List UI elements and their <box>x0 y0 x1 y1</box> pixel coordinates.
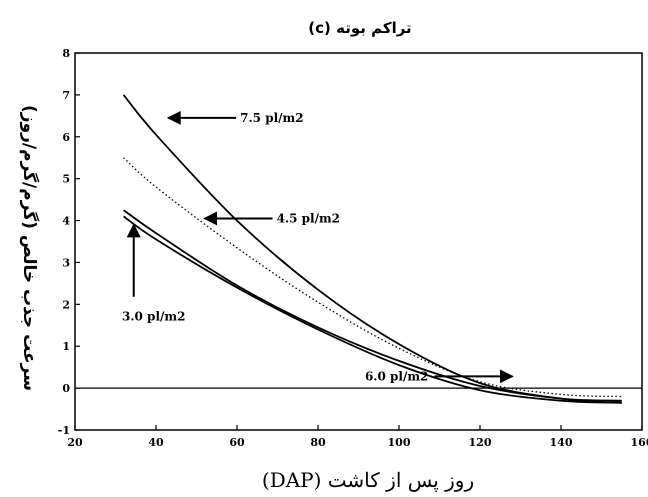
y-tick-label: -1 <box>58 424 70 437</box>
plot-frame <box>74 52 643 431</box>
series-line-3 <box>123 209 622 402</box>
annotation-layer: 7.5 pl/m2 4.5 pl/m2 3.0 pl/m2 6.0 pl/m2 <box>122 110 514 384</box>
y-tick-label: 1 <box>62 340 70 353</box>
y-tick-label: 2 <box>62 298 70 311</box>
series-line-4 <box>123 215 622 404</box>
annotation-label: 6.0 pl/m2 <box>365 369 428 383</box>
y-tick-label: 5 <box>62 173 70 186</box>
chart-title: (c) تراکم بوته <box>308 19 411 37</box>
y-tick-label: 6 <box>62 131 70 144</box>
annotation-label: 7.5 pl/m2 <box>240 111 303 125</box>
x-axis-label: روز پس از کاشت (DAP) <box>262 468 474 492</box>
series-layer <box>122 94 622 404</box>
x-tick-label: 140 <box>550 436 573 449</box>
x-tick-label: 80 <box>310 436 326 449</box>
annotation-label: 3.0 pl/m2 <box>122 310 185 324</box>
x-tick-label: 100 <box>388 436 411 449</box>
y-tick-label: 4 <box>62 215 70 228</box>
x-tick-label: 20 <box>67 436 83 449</box>
x-tick-label: 40 <box>148 436 164 449</box>
y-axis-label: سرعت جذب خالص (گرم/گرم/روز) <box>19 105 40 391</box>
annotation-label: 4.5 pl/m2 <box>277 211 340 225</box>
y-tick-label: 0 <box>62 382 70 395</box>
y-tick-label: 3 <box>62 256 70 269</box>
series-line-2 <box>123 157 622 398</box>
series-line-1 <box>122 94 622 404</box>
x-tick-label: 120 <box>469 436 492 449</box>
tick-layer: 20 40 60 80 100 120 140 160 -1 0 1 2 3 4 5 6 7 8 <box>58 47 648 449</box>
y-tick-label: 7 <box>62 89 70 102</box>
x-tick-label: 160 <box>631 436 648 449</box>
y-tick-label: 8 <box>62 47 70 60</box>
x-tick-label: 60 <box>229 436 245 449</box>
